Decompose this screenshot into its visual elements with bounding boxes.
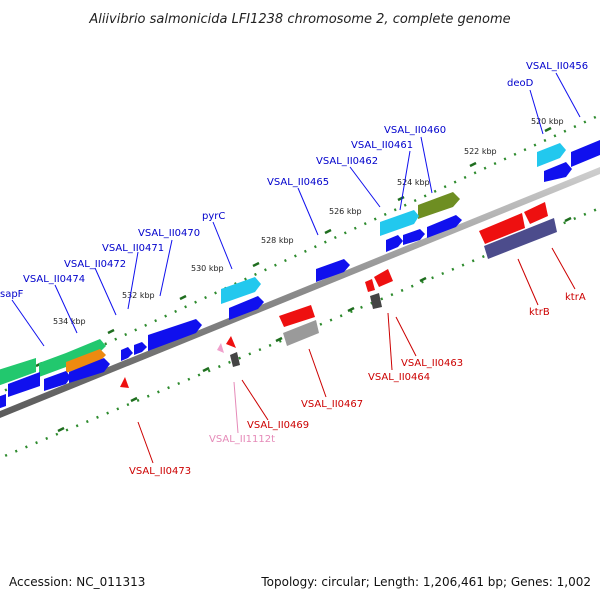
tick-mark: [275, 336, 283, 343]
gene-deoD: [537, 143, 566, 167]
gene-label: VSAL_II0462: [316, 156, 378, 167]
gene-label: VSAL_II0456: [526, 61, 588, 72]
tick-mark: [179, 294, 187, 301]
tick-mark: [202, 366, 210, 373]
gene-ktrB: [479, 213, 525, 244]
gene-VSAL_II0467: [279, 305, 315, 327]
gene-fwd: [69, 358, 110, 383]
gene-label: VSAL_II0464: [368, 372, 430, 383]
gene-fwd: [44, 371, 71, 391]
sequence-backbone: [0, 167, 600, 418]
rna-leader: [233, 381, 239, 434]
gene-label: VSAL_II0471: [102, 243, 164, 254]
summary-text: Topology: circular; Length: 1,206,461 bp…: [260, 575, 591, 589]
tick-mark: [347, 306, 355, 313]
gene-fwd: [229, 296, 264, 320]
tick-label: 522 kbp: [464, 147, 497, 156]
tick-label: 530 kbp: [191, 264, 224, 273]
gene-dark: [370, 293, 382, 309]
gene-label: sapF: [0, 289, 24, 300]
gene-label: ktrA: [565, 292, 586, 303]
gene-fwd: [386, 235, 403, 252]
gene-label: ktrB: [529, 307, 550, 318]
gene-fwd: [544, 162, 572, 182]
gene-orange: [66, 349, 106, 373]
tick-label: 520 kbp: [531, 117, 564, 126]
gene-ktrA: [524, 202, 548, 224]
gene-VSAL_II0474: [39, 353, 66, 377]
gene-label: VSAL_II0461: [351, 140, 413, 151]
gene-fwd: [403, 229, 425, 245]
gene-grey: [283, 320, 319, 346]
tick-label: 534 kbp: [53, 317, 86, 326]
gene-label: VSAL_II0465: [267, 177, 329, 188]
gene-purple: [484, 218, 557, 259]
gene-VSAL_II0461: [380, 210, 419, 236]
gene-VSAL_II0464: [365, 279, 375, 292]
gene-label: pyrC: [202, 211, 225, 222]
gene-VSAL_II0462: [427, 215, 462, 238]
gene-VSAL_II0456: [571, 140, 600, 167]
major-ticks: [35, 126, 572, 433]
tick-label: 524 kbp: [397, 178, 430, 187]
gene-VSAL_II0472: [121, 347, 133, 361]
gene-VSAL_II0463: [374, 269, 393, 287]
tick-mark: [324, 228, 332, 235]
accession-text: Accession: NC_011313: [9, 575, 145, 589]
tick-mark: [397, 195, 405, 202]
tick-mark: [252, 261, 260, 268]
gene-label: VSAL_II0469: [247, 420, 309, 431]
tick-mark: [564, 216, 572, 223]
gene-fwd: [8, 372, 40, 397]
gene-label: VSAL_II0470: [138, 228, 200, 239]
gene-label: VSAL_II0473: [129, 466, 191, 477]
tick-label: 532 kbp: [122, 291, 155, 300]
tick-label: 526 kbp: [329, 207, 362, 216]
tick-mark: [544, 126, 552, 133]
gene-label: VSAL_II0474: [23, 274, 85, 285]
gene-label: deoD: [507, 78, 534, 89]
gene-VSAL_II0473: [120, 377, 129, 388]
forward-leaders: [11, 72, 581, 347]
gene-fwd: [0, 394, 6, 409]
gene-dark: [230, 352, 240, 367]
forward-features[interactable]: [0, 140, 600, 410]
gene-label: VSAL_II0472: [64, 259, 126, 270]
tick-mark: [57, 426, 65, 433]
reverse-features[interactable]: [120, 202, 557, 388]
tick-label: 528 kbp: [261, 236, 294, 245]
gene-VSAL_II0471: [134, 342, 147, 355]
gene-label: VSAL_II0463: [401, 358, 463, 369]
tick-mark: [419, 276, 427, 283]
gene-label: VSAL_II0460: [384, 125, 446, 136]
gene-VSAL_II0469: [226, 336, 236, 348]
gene-VSAL_II0470: [148, 319, 202, 351]
gene-pyrC: [221, 277, 261, 304]
gene-VSAL_II0460: [418, 192, 460, 219]
tick-mark: [469, 161, 477, 168]
tick-mark: [130, 396, 138, 403]
gene-sapF: [0, 358, 36, 386]
gene-VSAL_II1112t: [217, 343, 224, 353]
reverse-leaders: [137, 247, 576, 464]
gene-label: VSAL_II0467: [301, 399, 363, 410]
gene-label: VSAL_II1112t: [209, 434, 275, 445]
tick-mark: [107, 328, 115, 335]
gene-VSAL_II0465: [316, 259, 350, 282]
map-title: Aliivibrio salmonicida LFI1238 chromosom…: [88, 12, 510, 27]
